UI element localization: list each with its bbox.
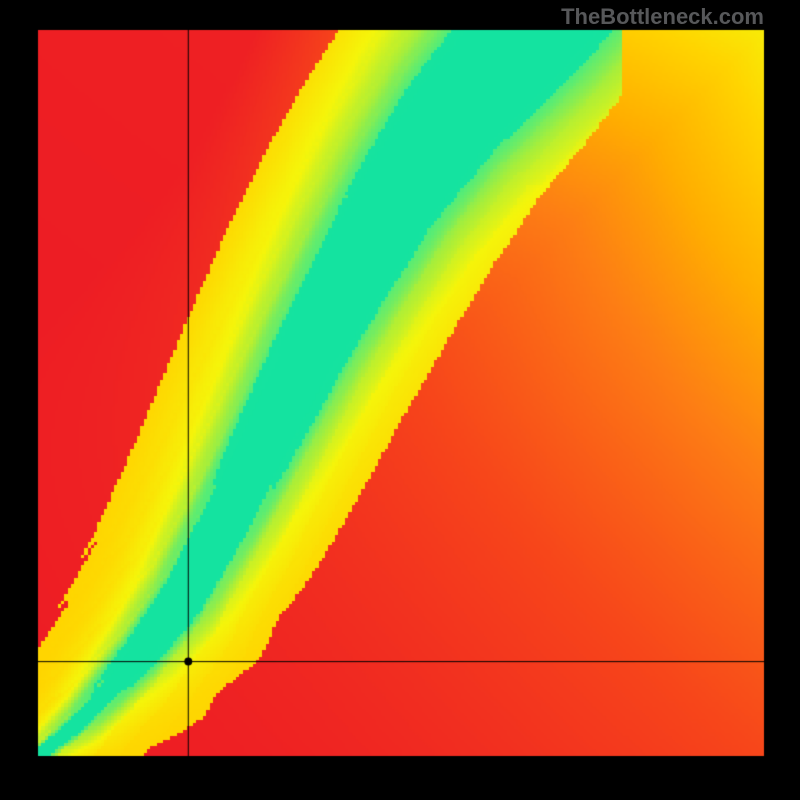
watermark-label: TheBottleneck.com	[561, 4, 764, 30]
chart-container: TheBottleneck.com	[0, 0, 800, 800]
bottleneck-heatmap	[0, 0, 800, 800]
